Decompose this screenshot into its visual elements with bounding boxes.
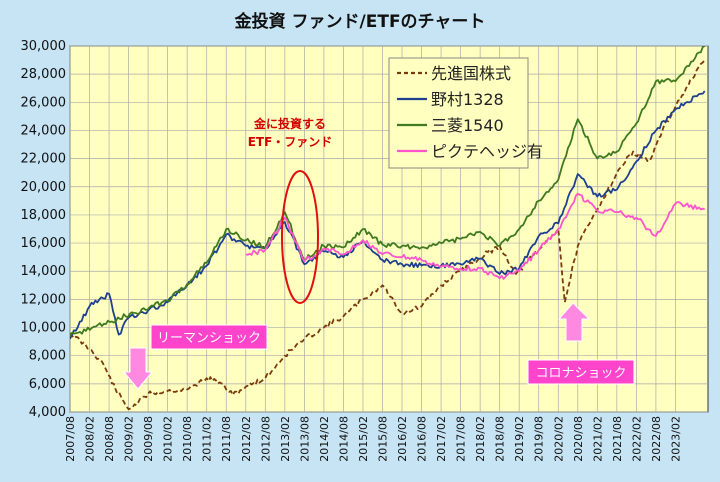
y-tick-label: 18,000 xyxy=(21,208,67,223)
annotation-gold-line2: ETF・ファンド xyxy=(248,135,333,149)
x-tick-label: 2009/02 xyxy=(123,416,136,462)
chart-title: 金投資 ファンド/ETFのチャート xyxy=(234,11,486,32)
y-tick-label: 8,000 xyxy=(29,349,66,364)
legend-label-2: 野村1328 xyxy=(431,90,504,109)
x-tick-label: 2011/08 xyxy=(220,416,233,462)
corona-arrow xyxy=(557,302,591,342)
y-tick-label: 30,000 xyxy=(21,39,67,54)
annotation-gold-line1: 金に投資する xyxy=(253,116,326,131)
legend-label-3: 三菱1540 xyxy=(431,116,504,135)
y-axis: 4,000 6,000 8,000 10,000 12,000 14,000 16,000 1… xyxy=(21,39,67,420)
y-tick-label: 14,000 xyxy=(21,264,67,279)
y-tick-label: 10,000 xyxy=(21,321,67,336)
x-tick-label: 2015/08 xyxy=(376,416,389,462)
x-axis: 2007/08 2008/02 2008/08 2009/02 2009/08 2010/… xyxy=(64,416,682,462)
x-tick-label: 2016/02 xyxy=(396,416,409,462)
x-tick-label: 2008/02 xyxy=(84,416,97,462)
x-tick-label: 2014/08 xyxy=(337,416,350,462)
y-tick-label: 4,000 xyxy=(29,405,66,420)
x-tick-label: 2018/08 xyxy=(494,416,507,462)
x-tick-label: 2007/08 xyxy=(64,416,77,462)
x-tick-label: 2013/02 xyxy=(279,416,292,462)
lehman-tag xyxy=(150,324,268,350)
corona-callout: コロナショック xyxy=(527,302,635,385)
lehman-callout: リーマンショック xyxy=(122,324,268,390)
series-line-4 xyxy=(245,192,706,280)
x-tick-label: 2008/08 xyxy=(103,416,116,462)
x-tick-label: 2013/08 xyxy=(298,416,311,462)
x-tick-label: 2009/08 xyxy=(142,416,155,462)
x-tick-label: 2014/02 xyxy=(318,416,331,462)
lehman-label: リーマンショック xyxy=(157,331,261,346)
lehman-arrow xyxy=(122,347,154,390)
legend-label-4: ピクテヘッジ有 xyxy=(431,142,543,161)
y-tick-label: 22,000 xyxy=(21,152,67,167)
x-tick-label: 2020/08 xyxy=(572,416,585,462)
x-tick-label: 2021/08 xyxy=(611,416,624,462)
y-tick-label: 16,000 xyxy=(21,236,67,251)
y-tick-label: 6,000 xyxy=(29,377,66,392)
x-tick-label: 2021/02 xyxy=(591,416,604,462)
y-tick-label: 20,000 xyxy=(21,180,67,195)
series-lines xyxy=(70,46,706,411)
legend-label-1: 先進国株式 xyxy=(431,64,511,83)
x-tick-label: 2012/08 xyxy=(259,416,272,462)
x-tick-label: 2011/02 xyxy=(201,416,214,462)
x-tick-label: 2022/08 xyxy=(650,416,663,462)
series-line-2 xyxy=(70,90,706,340)
corona-tag xyxy=(527,359,635,385)
x-tick-label: 2018/02 xyxy=(474,416,487,462)
y-tick-label: 12,000 xyxy=(21,292,67,307)
x-tick-label: 2016/08 xyxy=(416,416,429,462)
legend-box xyxy=(388,57,529,169)
x-tick-label: 2017/08 xyxy=(455,416,468,462)
highlight-ellipse xyxy=(281,170,319,304)
y-tick-label: 24,000 xyxy=(21,123,67,138)
x-tick-label: 2019/02 xyxy=(513,416,526,462)
x-tick-label: 2023/02 xyxy=(669,416,682,462)
x-tick-label: 2015/02 xyxy=(357,416,370,462)
x-tick-label: 2010/02 xyxy=(162,416,175,462)
x-tick-label: 2010/08 xyxy=(181,416,194,462)
x-tick-label: 2022/02 xyxy=(630,416,643,462)
x-tick-label: 2019/08 xyxy=(533,416,546,462)
y-tick-label: 28,000 xyxy=(21,67,67,82)
x-tick-label: 2020/02 xyxy=(552,416,565,462)
y-tick-label: 26,000 xyxy=(21,95,67,110)
series-line-3 xyxy=(70,46,706,337)
x-tick-label: 2012/02 xyxy=(240,416,253,462)
x-tick-label: 2017/02 xyxy=(435,416,448,462)
corona-label: コロナショック xyxy=(535,366,626,381)
